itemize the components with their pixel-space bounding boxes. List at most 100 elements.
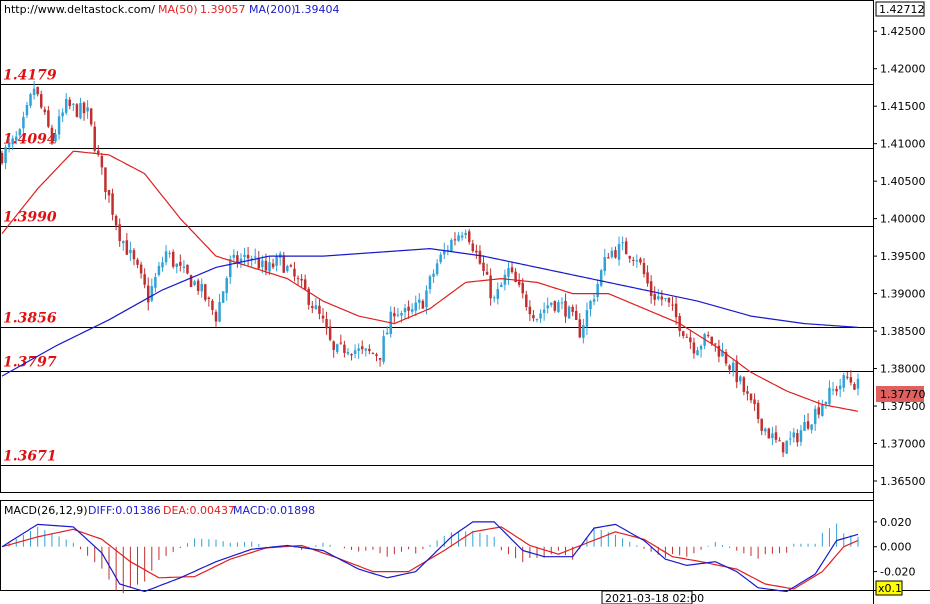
candle-body xyxy=(89,108,93,125)
candle-body xyxy=(432,273,435,277)
candle-body xyxy=(200,283,203,292)
candle-body xyxy=(36,86,39,95)
scale-label[interactable]: x0.1 xyxy=(878,582,902,595)
time-label: 2021-03-18 02:00 xyxy=(605,592,704,604)
candle-body xyxy=(846,376,849,378)
candle-body xyxy=(560,302,564,304)
candle-body xyxy=(43,109,47,113)
candle-body xyxy=(179,261,182,266)
candle-body xyxy=(189,275,193,288)
candle-body xyxy=(118,224,121,242)
candle-body xyxy=(421,300,425,309)
candle-body xyxy=(664,297,667,300)
main-plot-frame xyxy=(0,0,874,493)
candle-body xyxy=(303,279,307,290)
candle-body xyxy=(75,104,79,117)
price-tick-5: 1.40000 xyxy=(880,213,926,226)
candle-body xyxy=(164,251,168,263)
candle-body xyxy=(596,283,599,298)
candle-body xyxy=(32,88,36,96)
candle-body xyxy=(653,293,656,300)
price-tick-10: 1.37500 xyxy=(880,400,926,413)
ma200-label: MA(200) xyxy=(249,3,296,16)
candle-body xyxy=(107,190,111,196)
candle-body xyxy=(482,262,485,271)
candle-body xyxy=(368,348,371,352)
candle-body xyxy=(403,308,407,313)
candle-body xyxy=(849,377,853,383)
candle-body xyxy=(268,262,271,272)
candle-body xyxy=(767,428,771,439)
candle-body xyxy=(792,432,796,438)
level-label-1: 1.4094 xyxy=(3,132,57,148)
candle-body xyxy=(856,378,860,389)
candle-body xyxy=(418,299,421,303)
candle-body xyxy=(760,418,763,431)
candle-body xyxy=(574,310,578,320)
candle-body xyxy=(239,258,243,263)
candle-body xyxy=(592,299,596,302)
candle-body xyxy=(739,376,742,382)
candle-body xyxy=(735,360,738,383)
candle-body xyxy=(528,306,532,315)
candle-body xyxy=(553,301,557,311)
price-tick-11: 1.37000 xyxy=(880,438,926,451)
candle-body xyxy=(264,260,268,271)
candle-body xyxy=(471,243,475,252)
ma50-label: MA(50) xyxy=(158,3,198,16)
candle-body xyxy=(193,281,196,286)
candle-body xyxy=(18,129,22,136)
candle-body xyxy=(542,309,546,313)
candle-body xyxy=(243,254,246,258)
candle-body xyxy=(182,266,186,268)
candle-body xyxy=(446,249,450,251)
candle-body xyxy=(842,375,845,388)
candle-body xyxy=(681,331,685,336)
candle-body xyxy=(343,344,346,353)
candle-body xyxy=(382,336,385,362)
candle-body xyxy=(393,313,396,317)
candle-body xyxy=(813,408,817,424)
candle-body xyxy=(82,102,86,114)
candle-body xyxy=(68,99,72,107)
candle-body xyxy=(831,389,835,391)
macd-value-label: MACD:0.01898 xyxy=(233,504,315,517)
top-price-box xyxy=(875,1,925,17)
candle-body xyxy=(457,235,460,241)
candle-body xyxy=(550,302,553,305)
candle-body xyxy=(410,309,414,312)
candle-body xyxy=(414,302,417,311)
candle-body xyxy=(796,433,799,443)
candle-body xyxy=(61,112,64,117)
candle-body xyxy=(307,288,310,305)
level-label-4: 1.3797 xyxy=(3,355,57,371)
candle-body xyxy=(311,306,314,309)
macd-tick-1: 0.000 xyxy=(880,541,912,554)
candle-body xyxy=(510,267,514,272)
candle-body xyxy=(428,276,432,290)
candle-body xyxy=(236,255,239,264)
price-tick-12: 1.36500 xyxy=(880,475,926,488)
candle-body xyxy=(838,385,842,390)
candle-body xyxy=(300,278,303,281)
candle-body xyxy=(282,255,286,273)
candle-body xyxy=(582,325,585,338)
candle-body xyxy=(806,421,810,429)
candle-body xyxy=(781,442,785,453)
candle-body xyxy=(339,342,343,344)
candle-body xyxy=(157,265,161,275)
candle-body xyxy=(122,241,125,244)
candle-body xyxy=(22,117,25,129)
site-url: http://www.deltastock.com/ xyxy=(4,3,155,16)
candle-body xyxy=(635,260,639,262)
candle-body xyxy=(346,351,350,354)
candle-body xyxy=(168,252,171,254)
candle-body xyxy=(296,278,300,280)
macd-tick-2: -0.020 xyxy=(880,566,915,579)
candle-body xyxy=(632,259,635,261)
candle-body xyxy=(485,271,489,275)
macd-diff-line xyxy=(1,521,859,593)
candle-body xyxy=(803,421,806,431)
